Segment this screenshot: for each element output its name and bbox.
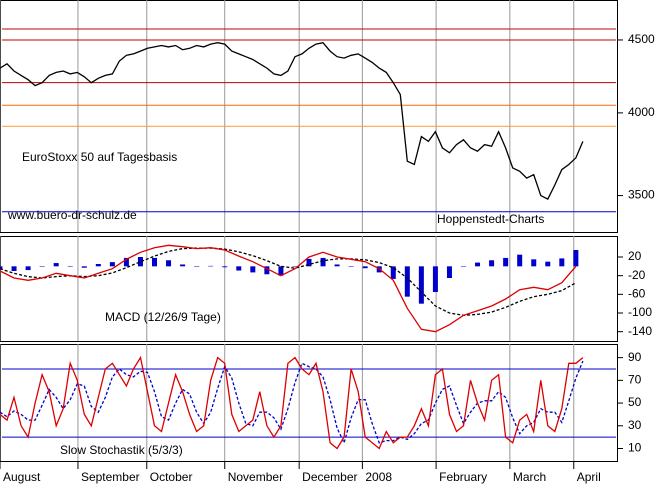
histogram-bar	[306, 258, 312, 267]
histogram-bar	[25, 266, 31, 271]
y-tick-label: -140	[628, 324, 652, 338]
histogram-bar	[250, 266, 256, 273]
histogram-bar	[109, 262, 115, 267]
y-tick-label: 10	[628, 441, 642, 455]
annotation: www.buero-dr-schulz.de	[7, 208, 137, 222]
histogram-bar	[123, 257, 129, 267]
histogram-bar	[404, 266, 410, 297]
histogram-bar	[166, 260, 172, 267]
panel-title: Slow Stochastik (5/3/3)	[60, 443, 183, 457]
histogram-bar	[180, 264, 186, 267]
x-tick-label: April	[577, 470, 601, 484]
histogram-bar	[545, 261, 551, 267]
histogram-bar	[152, 257, 157, 267]
histogram-bar	[475, 262, 481, 267]
data-line	[0, 247, 577, 316]
annotation: Hoppenstedt-Charts	[437, 212, 544, 226]
y-tick-label: 50	[628, 395, 642, 409]
x-tick-label: December	[302, 470, 357, 484]
histogram-bar	[236, 266, 242, 271]
histogram-bar	[194, 266, 200, 267]
histogram-bar	[95, 264, 101, 267]
histogram-bar	[67, 266, 73, 267]
histogram-bar	[11, 266, 17, 271]
histogram-bar	[503, 257, 509, 267]
histogram-bar	[81, 266, 87, 268]
panel-title: MACD (12/26/9 Tage)	[105, 310, 221, 324]
y-tick-label: -20	[628, 268, 646, 282]
histogram-bar	[348, 266, 354, 267]
data-line	[0, 41, 584, 200]
x-tick-label: November	[228, 470, 283, 484]
histogram-bar	[418, 266, 424, 304]
histogram-bar	[489, 260, 495, 267]
panel-title: EuroStoxx 50 auf Tagesbasis	[22, 150, 177, 164]
y-tick-label: 4500	[628, 32, 655, 46]
histogram-bar	[446, 266, 452, 278]
histogram-bar	[264, 266, 270, 275]
histogram-bar	[320, 257, 326, 267]
histogram-bar	[573, 250, 579, 267]
y-tick-label: 30	[628, 418, 642, 432]
histogram-bar	[390, 266, 396, 279]
y-tick-label: 3500	[628, 188, 655, 202]
x-tick-label: October	[150, 470, 193, 484]
x-tick-label: March	[513, 470, 546, 484]
histogram-bar	[222, 266, 228, 268]
histogram-bar	[362, 266, 368, 269]
y-tick-label: 20	[628, 249, 642, 263]
histogram-bar	[278, 266, 284, 276]
histogram-bar	[208, 265, 214, 267]
histogram-bar	[432, 266, 438, 292]
histogram-bar	[53, 263, 59, 267]
histogram-bar	[0, 266, 3, 269]
y-tick-label: -100	[628, 305, 652, 319]
histogram-bar	[461, 266, 466, 267]
y-tick-label: 4000	[628, 105, 655, 119]
y-tick-label: 70	[628, 373, 642, 387]
y-tick-label: -60	[628, 287, 646, 301]
y-tick-label: 90	[628, 350, 642, 364]
histogram-bar	[137, 257, 143, 267]
x-tick-label: August	[3, 470, 41, 484]
histogram-bar	[334, 264, 340, 267]
x-tick-label: 2008	[365, 470, 392, 484]
data-line	[0, 244, 577, 333]
histogram-bar	[531, 259, 537, 267]
x-tick-label: February	[439, 470, 487, 484]
data-line	[0, 360, 584, 445]
histogram-bar	[292, 266, 298, 267]
histogram-bar	[517, 254, 523, 267]
histogram-bar	[559, 258, 565, 267]
x-tick-label: September	[81, 470, 140, 484]
histogram-bar	[39, 266, 45, 267]
data-line	[0, 355, 584, 450]
